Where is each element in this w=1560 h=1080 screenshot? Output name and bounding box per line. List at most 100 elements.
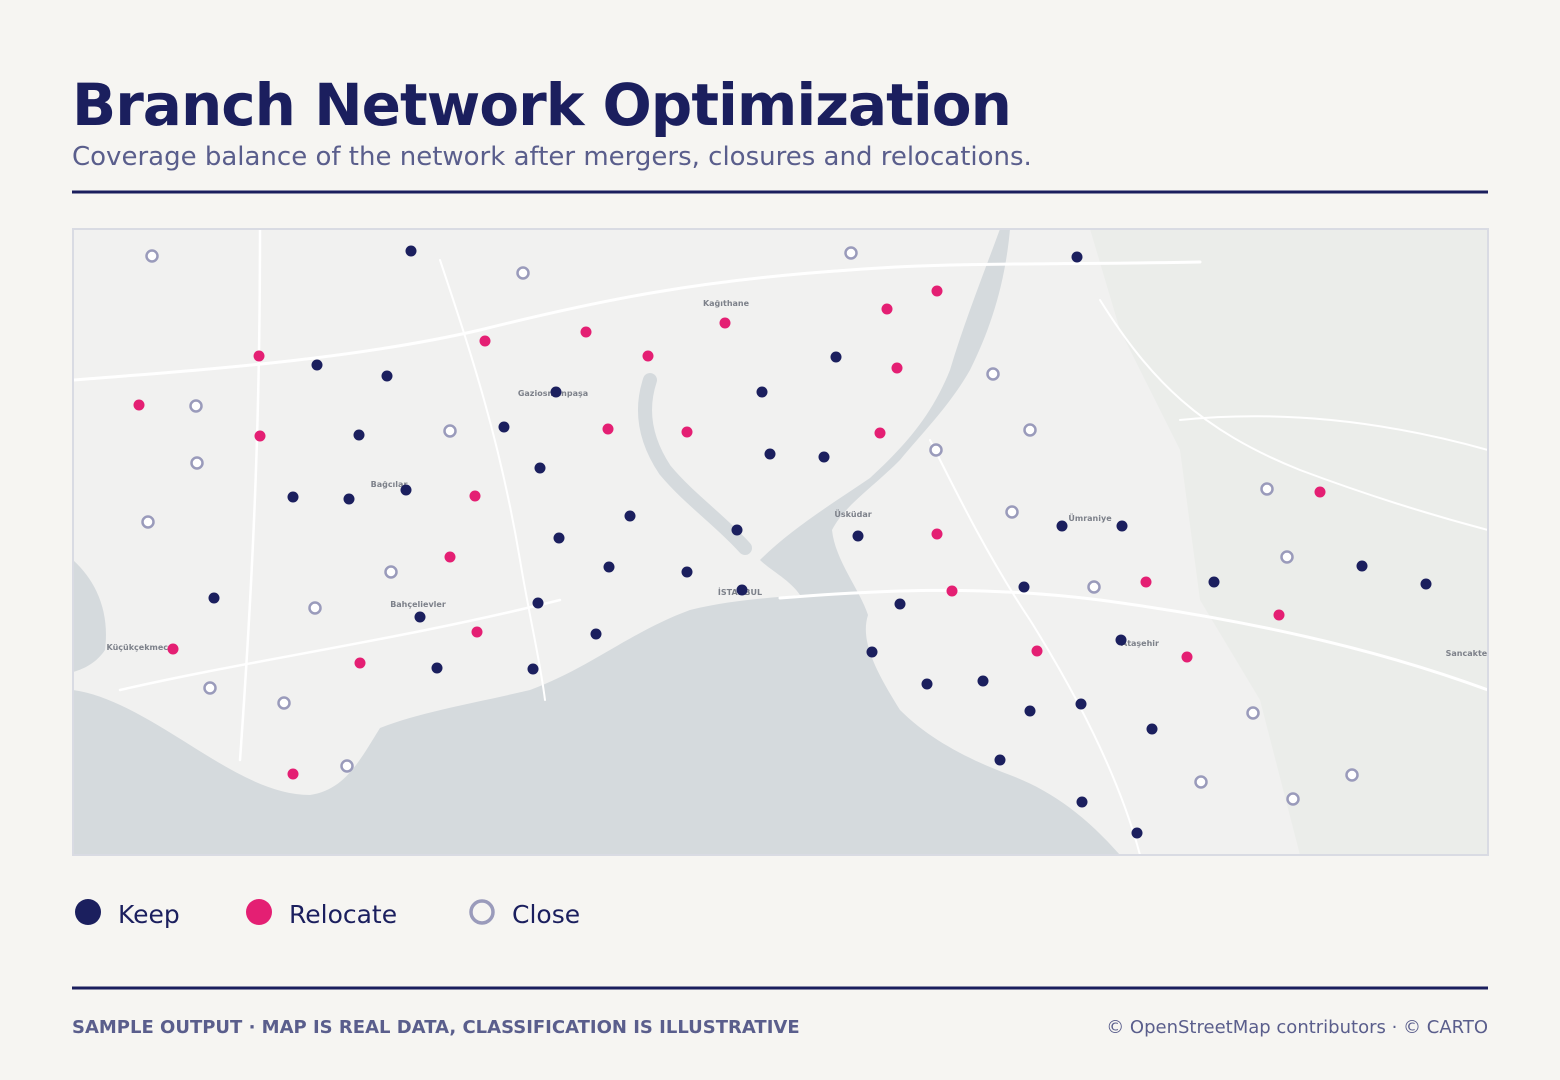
branch-point: [553, 532, 565, 544]
branch-point: [881, 303, 893, 315]
branch-point: [384, 565, 398, 579]
branch-point: [602, 423, 614, 435]
branch-point: [443, 424, 457, 438]
branch-point: [516, 266, 530, 280]
branch-point: [253, 350, 265, 362]
branch-point: [1208, 576, 1220, 588]
branch-point: [1071, 251, 1083, 263]
branch-point: [866, 646, 878, 658]
branch-point: [1024, 705, 1036, 717]
green-area: [1090, 229, 1488, 855]
map: KağıthaneGaziosmanpaşaBağcılarÜsküdarÜmr…: [73, 229, 1488, 855]
branch-point: [1005, 505, 1019, 519]
branch-point: [444, 551, 456, 563]
branch-point: [1115, 634, 1127, 646]
branch-point: [287, 768, 299, 780]
branch-point: [340, 759, 354, 773]
branch-point: [830, 351, 842, 363]
branch-point: [1018, 581, 1030, 593]
branch-point: [287, 491, 299, 503]
branch-point: [1356, 560, 1368, 572]
footer-credit: © OpenStreetMap contributors · © CARTO: [1106, 1017, 1488, 1038]
branch-point: [818, 451, 830, 463]
branch-point: [353, 429, 365, 441]
branch-point: [1273, 609, 1285, 621]
branch-point: [681, 426, 693, 438]
branch-point: [343, 493, 355, 505]
branch-point: [479, 335, 491, 347]
branch-point: [254, 430, 266, 442]
branch-point: [681, 566, 693, 578]
branch-point: [929, 443, 943, 457]
branch-point: [642, 350, 654, 362]
branch-point: [311, 359, 323, 371]
branch-point: [1023, 423, 1037, 437]
branch-point: [431, 662, 443, 674]
legend-label: Relocate: [289, 900, 397, 929]
branch-point: [624, 510, 636, 522]
branch-point: [203, 681, 217, 695]
branch-point: [190, 456, 204, 470]
branch-point: [145, 249, 159, 263]
lake: [73, 560, 106, 672]
branch-point: [1131, 827, 1143, 839]
branch-point: [354, 657, 366, 669]
branch-point: [1181, 651, 1193, 663]
place-label: Kağıthane: [703, 299, 750, 308]
branch-point: [141, 515, 155, 529]
branch-point: [532, 597, 544, 609]
branch-point: [994, 754, 1006, 766]
branch-point: [414, 611, 426, 623]
map-frame: [72, 228, 1489, 856]
branch-point: [308, 601, 322, 615]
branch-point: [1286, 792, 1300, 806]
points: [133, 245, 1432, 839]
branch-point: [471, 626, 483, 638]
branch-point: [891, 362, 903, 374]
branch-point: [1075, 698, 1087, 710]
branch-point: [1420, 578, 1432, 590]
branch-point: [1087, 580, 1101, 594]
branch-point: [1140, 576, 1152, 588]
branch-point: [527, 663, 539, 675]
branch-point: [405, 245, 417, 257]
branch-point: [277, 696, 291, 710]
branch-point: [719, 317, 731, 329]
legend-label: Keep: [118, 900, 180, 929]
roads: [73, 229, 1488, 855]
branch-point: [1194, 775, 1208, 789]
branch-point: [852, 530, 864, 542]
branch-point: [931, 528, 943, 540]
branch-point: [550, 386, 562, 398]
place-label: Bağcılar: [371, 480, 408, 489]
branch-point: [208, 592, 220, 604]
branch-point: [731, 524, 743, 536]
golden-horn: [638, 373, 752, 555]
branch-point: [590, 628, 602, 640]
branch-point: [400, 484, 412, 496]
branch-point: [1345, 768, 1359, 782]
branch-point: [133, 399, 145, 411]
place-label: Küçükçekmece: [107, 643, 175, 652]
legend-swatch: [75, 899, 101, 925]
branch-point: [498, 421, 510, 433]
branch-point: [1280, 550, 1294, 564]
branch-point: [1076, 796, 1088, 808]
branch-point: [381, 370, 393, 382]
place-label: Ataşehir: [1121, 639, 1159, 648]
legend-swatch: [469, 899, 495, 925]
place-label: Bahçelievler: [390, 600, 446, 609]
branch-point: [946, 585, 958, 597]
title: Branch Network Optimization: [72, 71, 1011, 139]
branch-point: [603, 561, 615, 573]
place-label: Üsküdar: [834, 509, 871, 519]
branch-point: [921, 678, 933, 690]
branch-point: [534, 462, 546, 474]
branch-point: [167, 643, 179, 655]
branch-point: [1146, 723, 1158, 735]
branch-point: [1056, 520, 1068, 532]
branch-point: [844, 246, 858, 260]
legend: Keep Relocate Close: [75, 899, 580, 929]
subtitle: Coverage balance of the network after me…: [72, 142, 1032, 172]
